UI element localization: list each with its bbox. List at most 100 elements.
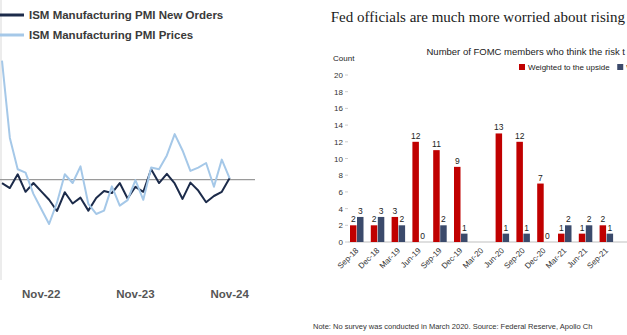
- bar: [558, 234, 565, 242]
- data-label: 1: [607, 223, 612, 233]
- bar: [433, 150, 440, 242]
- bar: [565, 225, 572, 242]
- y-tick: [345, 75, 348, 76]
- chart-title: Fed officials are much more worried abou…: [331, 9, 626, 25]
- x-tick-label: Nov-23: [116, 288, 154, 300]
- data-label: 13: [494, 122, 504, 132]
- data-label: 7: [538, 173, 543, 183]
- bar: [544, 242, 551, 243]
- bar: [357, 217, 364, 242]
- y-tick: [345, 225, 348, 226]
- legend-swatch: [0, 34, 24, 37]
- y-tick: [345, 242, 348, 243]
- y-tick-label: 8: [339, 171, 344, 180]
- data-label: 2: [441, 214, 446, 224]
- data-label: 0: [420, 231, 425, 241]
- data-label: 2: [587, 214, 592, 224]
- data-label: 3: [392, 206, 397, 216]
- data-label: 2: [566, 214, 571, 224]
- data-label: 1: [462, 223, 467, 233]
- y-tick: [345, 208, 348, 209]
- data-label: 1: [524, 223, 529, 233]
- data-label: 1: [580, 223, 585, 233]
- data-label: 0: [545, 231, 550, 241]
- x-tick-label: Sep-18: [336, 246, 361, 271]
- bar: [454, 167, 461, 242]
- y-tick: [345, 191, 348, 192]
- x-tick-label: Dec-19: [440, 246, 465, 271]
- chart-subtitle: Number of FOMC members who think the ris…: [427, 46, 626, 57]
- bar: [503, 234, 510, 242]
- data-label: 2: [399, 214, 404, 224]
- data-label: 2: [600, 214, 605, 224]
- bar: [461, 234, 468, 242]
- legend-label: Weighted to the upside: [528, 63, 610, 72]
- data-label: 3: [379, 206, 384, 216]
- data-label: 12: [515, 131, 525, 141]
- legend-swatch: [519, 64, 525, 70]
- x-tick-label: Mar-20: [461, 246, 486, 271]
- series-line: [2, 169, 230, 211]
- x-tick-label: Dec-20: [523, 246, 548, 271]
- x-tick-label: Mar-19: [378, 246, 403, 271]
- bar: [496, 133, 503, 242]
- bar: [586, 225, 593, 242]
- y-tick-label: 16: [334, 104, 343, 113]
- bar: [440, 225, 447, 242]
- y-axis-label: Count: [333, 54, 355, 63]
- data-label: 12: [411, 131, 421, 141]
- bar: [600, 225, 607, 242]
- y-axis-line: [1, 0, 2, 280]
- x-tick-label: Sep-20: [502, 246, 527, 271]
- y-tick-label: 4: [339, 205, 344, 214]
- y-tick-label: 14: [334, 121, 343, 130]
- y-tick-label: 2: [339, 221, 344, 230]
- legend-label: ISM Manufacturing PMI New Orders: [29, 9, 223, 21]
- x-tick-label: Sep-21: [585, 246, 610, 271]
- y-tick-label: 12: [334, 138, 343, 147]
- y-tick-label: 0: [339, 238, 344, 247]
- x-tick-label: Mar-21: [544, 246, 569, 271]
- x-tick-label: Nov-22: [22, 288, 60, 300]
- y-tick-label: 6: [339, 188, 344, 197]
- figure: Nov-22 Nov-23 Nov-24 ISM Manufacturing PMI …: [0, 0, 627, 335]
- legend-swatch: [617, 64, 623, 70]
- data-label: 2: [351, 214, 356, 224]
- bar: [523, 234, 530, 242]
- x-tick-label: Nov-24: [210, 288, 249, 300]
- bar: [371, 225, 378, 242]
- data-label: 2: [372, 214, 377, 224]
- y-tick-label: 10: [334, 155, 343, 164]
- y-tick: [345, 175, 348, 176]
- y-tick: [345, 91, 348, 92]
- data-label: 11: [432, 139, 441, 149]
- x-tick-label: Dec-18: [357, 246, 382, 271]
- legend-swatch: [0, 14, 24, 17]
- data-label: 1: [559, 223, 564, 233]
- legend-label: W: [626, 63, 627, 72]
- line-chart: Nov-22 Nov-23 Nov-24 ISM Manufacturing PMI …: [0, 0, 255, 300]
- x-tick-label: Sep-19: [419, 246, 444, 271]
- y-tick: [345, 125, 348, 126]
- bar: [350, 225, 357, 242]
- series-line: [2, 61, 230, 224]
- plot-area: [2, 61, 230, 224]
- y-tick-label: 20: [334, 71, 343, 80]
- bar: [419, 242, 426, 243]
- data-labels: 2231211913127112332021110221: [351, 122, 613, 241]
- legend-label: ISM Manufacturing PMI Prices: [29, 29, 193, 41]
- bar: [399, 225, 406, 242]
- data-label: 3: [358, 206, 363, 216]
- y-tick: [345, 141, 348, 142]
- bar: [607, 234, 614, 242]
- plot-area: [350, 133, 613, 242]
- bar: [537, 184, 544, 242]
- bar: [378, 217, 385, 242]
- y-tick: [345, 108, 348, 109]
- bar-chart: Fed officials are much more worried abou…: [313, 9, 627, 331]
- data-label: 9: [455, 156, 460, 166]
- y-tick: [345, 158, 348, 159]
- bar: [516, 142, 523, 242]
- y-tick-label: 18: [334, 88, 343, 97]
- bar: [392, 217, 399, 242]
